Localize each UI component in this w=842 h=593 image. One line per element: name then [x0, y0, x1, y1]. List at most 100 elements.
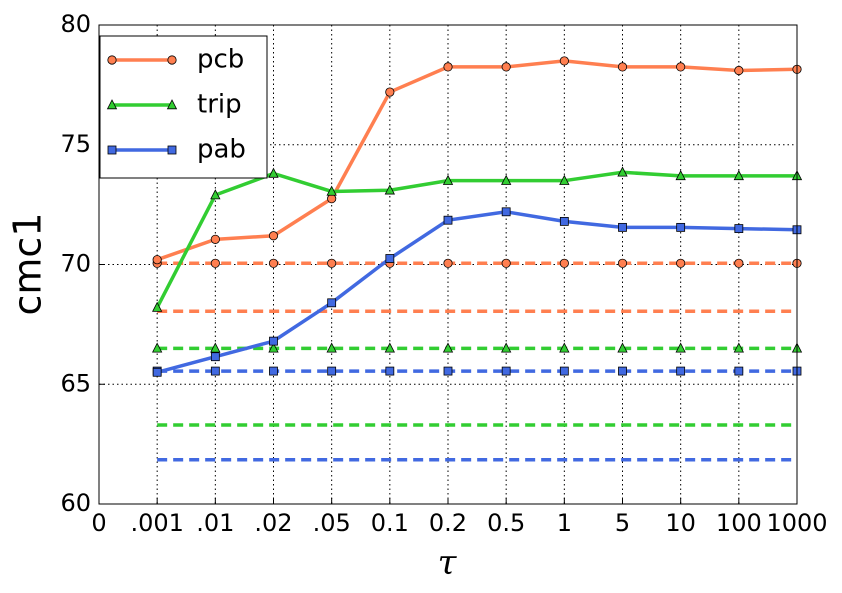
marker — [501, 366, 511, 376]
x-axis-label: τ — [438, 543, 458, 583]
marker — [559, 366, 569, 376]
marker — [326, 185, 337, 196]
x-tick-label: 1 — [557, 509, 572, 537]
marker — [617, 62, 628, 72]
marker — [268, 167, 279, 178]
x-tick-label: 0.5 — [487, 509, 525, 537]
series — [152, 366, 802, 376]
marker — [675, 170, 686, 181]
marker — [268, 342, 279, 353]
marker — [559, 258, 569, 268]
marker — [152, 342, 163, 353]
series — [152, 207, 802, 377]
marker — [167, 55, 177, 65]
marker — [166, 99, 178, 110]
x-tick-label: .01 — [196, 509, 234, 537]
marker — [676, 258, 686, 268]
marker — [385, 87, 395, 97]
marker — [733, 342, 744, 353]
series — [152, 258, 802, 268]
marker — [327, 258, 337, 268]
marker — [559, 56, 569, 66]
marker — [107, 55, 117, 65]
marker — [443, 215, 453, 225]
x-tick-label: 1000 — [766, 509, 827, 537]
marker — [210, 234, 220, 244]
x-tick-label: 10 — [665, 509, 696, 537]
y-tick-label: 75 — [60, 130, 91, 158]
marker — [617, 166, 628, 177]
marker — [617, 258, 628, 268]
series-line — [155, 170, 797, 309]
marker — [675, 342, 686, 353]
y-axis-label: cmc1 — [6, 213, 50, 316]
marker — [167, 145, 177, 155]
marker — [501, 174, 512, 185]
marker — [384, 342, 395, 353]
x-tick-label: 0 — [91, 509, 106, 537]
marker — [152, 367, 162, 377]
marker — [210, 342, 221, 353]
marker — [501, 207, 511, 217]
marker — [618, 222, 627, 232]
marker — [442, 174, 454, 185]
marker — [501, 258, 511, 268]
marker — [443, 366, 453, 376]
marker — [618, 366, 627, 376]
series-line — [156, 210, 798, 374]
series — [152, 166, 803, 312]
legend-label: pcb — [197, 45, 244, 75]
marker — [443, 258, 453, 268]
x-tick-label: .05 — [313, 509, 351, 537]
y-tick-label: 60 — [60, 489, 91, 517]
marker — [385, 366, 395, 376]
x-tick-label: .02 — [254, 509, 292, 537]
marker — [617, 342, 628, 353]
marker — [734, 65, 744, 76]
series — [152, 56, 802, 265]
x-tick-label: 0.1 — [371, 509, 409, 537]
legend-label: pab — [197, 135, 246, 165]
marker — [327, 366, 337, 376]
legend-label: trip — [197, 90, 242, 120]
marker — [733, 170, 744, 181]
marker — [106, 99, 118, 110]
marker — [268, 231, 279, 241]
marker — [559, 216, 569, 226]
marker — [385, 254, 395, 263]
marker — [210, 366, 220, 376]
marker — [269, 336, 278, 346]
x-tick-label: 5 — [615, 509, 630, 537]
marker — [501, 62, 511, 72]
marker — [734, 366, 744, 376]
x-tick-label: 0.2 — [429, 509, 467, 537]
marker — [676, 222, 686, 232]
marker — [210, 258, 220, 268]
marker — [676, 366, 686, 376]
marker — [559, 174, 570, 185]
marker — [152, 301, 163, 312]
marker — [327, 194, 337, 204]
plot-frame — [98, 24, 798, 505]
y-tick-label: 80 — [60, 10, 91, 38]
marker — [559, 342, 570, 353]
marker — [734, 258, 744, 268]
marker — [107, 145, 117, 155]
marker — [326, 342, 337, 353]
marker — [501, 342, 512, 353]
marker — [152, 255, 162, 265]
marker — [676, 62, 686, 72]
marker — [210, 189, 221, 200]
marker — [269, 366, 278, 376]
y-tick-label: 70 — [60, 250, 91, 278]
marker — [327, 298, 337, 308]
y-tick-label: 65 — [60, 369, 91, 397]
marker — [734, 224, 744, 233]
marker — [442, 342, 454, 353]
series-line — [156, 59, 798, 262]
marker — [384, 184, 395, 195]
marker — [443, 62, 453, 72]
marker — [210, 352, 220, 362]
x-tick-label: .001 — [130, 509, 183, 537]
